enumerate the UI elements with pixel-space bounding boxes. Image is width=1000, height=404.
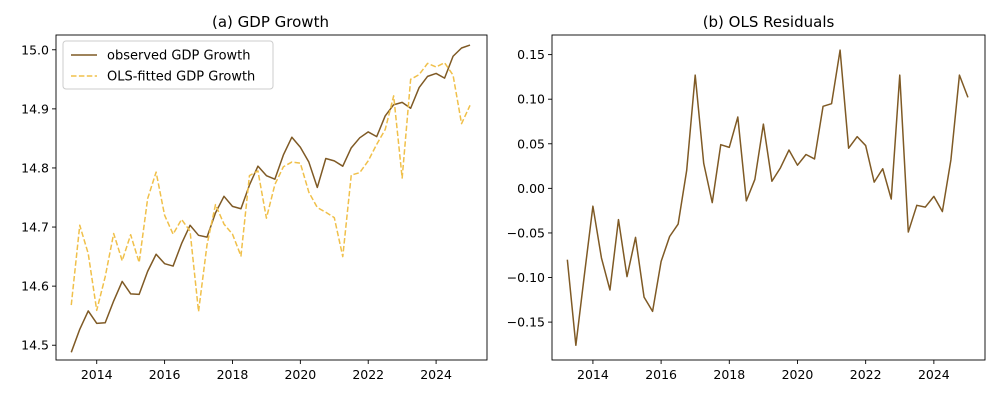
- y-tick-label: 15.0: [21, 42, 49, 57]
- x-tick-label: 2020: [284, 367, 316, 382]
- y-tick-label: −0.05: [507, 225, 545, 240]
- y-tick-label: 14.6: [21, 279, 49, 294]
- x-tick-label: 2014: [577, 367, 609, 382]
- x-tick-label: 2022: [352, 367, 384, 382]
- y-tick-label: 14.7: [21, 220, 49, 235]
- chart-title: (b) OLS Residuals: [703, 13, 835, 31]
- panel-ols-residuals: (b) OLS Residuals 2014 2016 2018 2020 2022 20…: [507, 13, 986, 382]
- series-line-ols-fitted-gdp-growth: [70, 62, 471, 313]
- y-tick-label: 0.00: [517, 181, 545, 196]
- x-tick-label: 2022: [850, 367, 882, 382]
- x-tick-label: 2014: [81, 367, 113, 382]
- series-line-observed-gdp-growth: [70, 44, 471, 353]
- y-tick-label: −0.15: [507, 315, 545, 330]
- y-tick-label: 14.8: [21, 160, 49, 175]
- series-line-residuals: [566, 49, 969, 347]
- chart-title: (a) GDP Growth: [212, 13, 329, 31]
- legend-box: [62, 40, 274, 90]
- y-tick-label: 0.05: [517, 136, 545, 151]
- x-tick-label: 2018: [217, 367, 249, 382]
- y-tick-label: 0.10: [517, 92, 545, 107]
- axes-frame: [55, 34, 488, 361]
- panel-gdp-growth: (a) GDP Growth 2014 2016 2018 2020 2022 2024 1…: [21, 13, 488, 382]
- legend-label: observed GDP Growth: [107, 49, 251, 64]
- x-tick-label: 2020: [782, 367, 814, 382]
- x-tick-label: 2024: [420, 367, 452, 382]
- y-tick-label: 14.9: [21, 101, 49, 116]
- x-tick-label: 2016: [645, 367, 677, 382]
- y-tick-label: 14.5: [21, 338, 49, 353]
- x-tick-label: 2016: [149, 367, 181, 382]
- y-tick-label: 0.15: [517, 47, 545, 62]
- x-tick-label: 2024: [918, 367, 950, 382]
- legend-label: OLS-fitted GDP Growth: [107, 70, 255, 85]
- y-tick-label: −0.10: [507, 270, 545, 285]
- axes-frame: [551, 34, 986, 361]
- x-tick-label: 2018: [713, 367, 745, 382]
